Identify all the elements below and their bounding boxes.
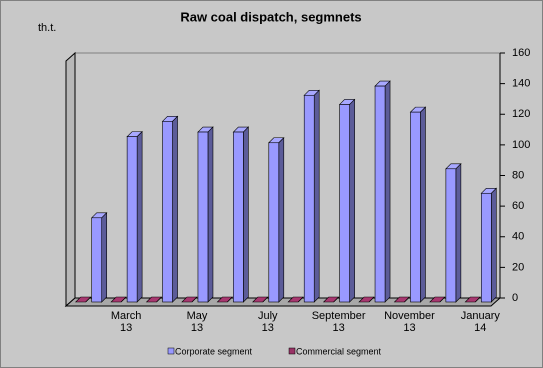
bar xyxy=(162,121,173,303)
bar-side xyxy=(227,296,233,303)
y-unit: th.t. xyxy=(38,22,56,34)
y-tick-label: 140 xyxy=(512,78,530,90)
bar xyxy=(303,94,315,303)
bar-side xyxy=(439,296,446,303)
bar-side xyxy=(101,212,108,303)
y-tick-label: 40 xyxy=(512,231,524,243)
bar xyxy=(91,217,103,303)
bar-side xyxy=(313,89,320,303)
x-tick-label: 14 xyxy=(474,322,486,334)
bar xyxy=(197,131,209,303)
y-tick-label: 100 xyxy=(512,139,530,151)
bar-side xyxy=(349,98,355,303)
bar-side xyxy=(455,163,462,303)
y-tick-label: 60 xyxy=(512,200,524,212)
bar-side xyxy=(207,126,214,303)
chart-title: Raw coal dispatch, segmnets xyxy=(180,9,361,24)
y-tick-label: 80 xyxy=(512,169,524,181)
side-wall xyxy=(65,51,76,308)
legend-swatch xyxy=(167,347,175,355)
bar-side xyxy=(136,130,143,303)
bar xyxy=(374,85,386,303)
bar-side xyxy=(191,296,198,303)
bar-side xyxy=(120,296,127,303)
legend-swatch xyxy=(288,347,296,355)
bar xyxy=(410,111,421,303)
x-tick-label: January xyxy=(461,310,501,322)
bar-side xyxy=(297,296,304,303)
y-tick-label: 120 xyxy=(512,108,530,120)
bar-side xyxy=(384,80,391,303)
bar xyxy=(233,131,244,303)
x-tick-label: 13 xyxy=(262,322,274,334)
y-tick-label: 20 xyxy=(512,261,524,273)
x-tick-label: 13 xyxy=(333,322,345,334)
legend-label: Commercial segment xyxy=(296,346,382,356)
x-tick-label: September xyxy=(312,310,366,322)
bar-side xyxy=(262,296,269,303)
x-tick-label: May xyxy=(187,310,208,322)
x-tick-label: 13 xyxy=(120,322,132,334)
bar-side xyxy=(333,296,339,303)
legend-label: Corporate segment xyxy=(175,346,253,356)
y-tick-label: 160 xyxy=(512,47,530,59)
bar-side xyxy=(85,296,91,303)
bar-side xyxy=(490,187,497,303)
bar-side xyxy=(172,115,178,303)
bar xyxy=(126,136,138,303)
bar xyxy=(268,142,280,303)
bar-side xyxy=(475,296,481,303)
bar-side xyxy=(156,296,162,303)
x-tick-label: November xyxy=(384,310,435,322)
bar-side xyxy=(278,137,285,303)
x-tick-label: 13 xyxy=(191,322,203,334)
x-tick-label: 13 xyxy=(403,322,415,334)
bar xyxy=(339,104,350,303)
bar xyxy=(445,168,457,303)
bar-side xyxy=(420,106,426,303)
y-tick-label: 0 xyxy=(512,292,518,304)
bar-side xyxy=(404,296,410,303)
bar xyxy=(480,192,492,303)
bar-side xyxy=(243,126,249,303)
x-tick-label: July xyxy=(258,310,278,322)
bar-side xyxy=(368,296,375,303)
x-tick-label: March xyxy=(111,310,142,322)
